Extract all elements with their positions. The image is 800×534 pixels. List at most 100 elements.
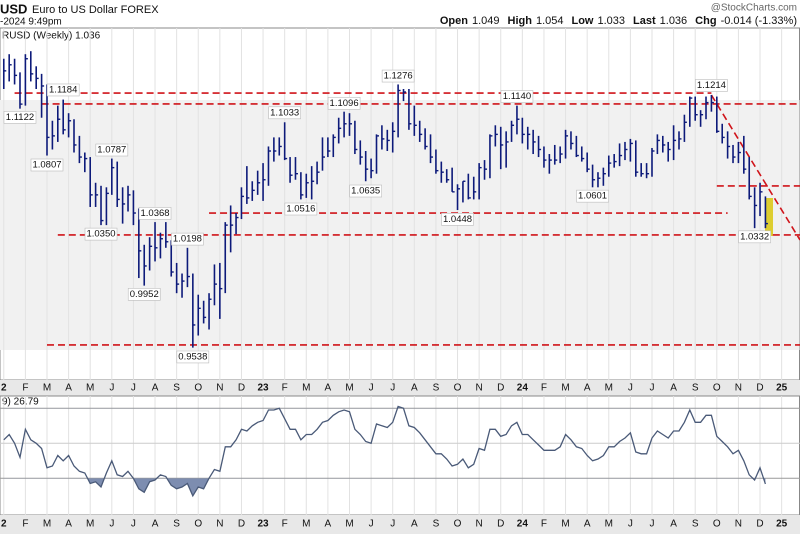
annotation-box [349, 184, 382, 198]
annotation: 1.1122 [6, 112, 34, 123]
rsi-line [3, 405, 767, 498]
annotation: 1.1140 [503, 91, 531, 102]
subtitle: Euro to US Dollar FOREX [32, 4, 159, 16]
x-tick-label: M [302, 519, 310, 530]
x-tick-label: 23 [258, 383, 270, 394]
annotation: 1.0350 [86, 229, 115, 240]
x-tick-label: A [411, 519, 418, 530]
annotation-box [284, 202, 318, 216]
annotation-box [576, 189, 609, 203]
source: @StockCharts.com [711, 3, 797, 14]
x-tick-label: 24 [517, 383, 529, 394]
annotation: 1.1033 [270, 107, 299, 118]
x-tick-label: M [345, 383, 353, 394]
x-tick-label: J [369, 519, 374, 530]
annotation: 0.9538 [178, 351, 207, 362]
x-tick-label: S [433, 383, 440, 394]
x-tick-label: J [628, 383, 633, 394]
quote-label: Chg [695, 15, 716, 27]
x-tick-label: M [605, 519, 613, 530]
panel-label: RUSD (Weekly) 1.036 [2, 31, 101, 42]
date: -2024 9:49pm [0, 17, 62, 28]
x-tick-label: M [345, 519, 353, 530]
x-tick-label: J [109, 383, 114, 394]
x-tick-label: D [756, 383, 763, 394]
x-tick-label: F [541, 383, 547, 394]
annotation: 1.1096 [330, 98, 359, 109]
x-tick-label: D [238, 383, 245, 394]
x-tick-label: J [628, 519, 633, 530]
x-tick-label: N [216, 383, 223, 394]
annotation-box [95, 143, 129, 157]
annotation-box [30, 158, 64, 172]
x-tick-label: S [692, 383, 699, 394]
x-tick-label: 2 [1, 519, 7, 530]
axis-strip [0, 380, 800, 396]
annotation: 1.1214 [697, 80, 726, 91]
x-tick-label: J [390, 383, 395, 394]
x-tick-label: O [454, 383, 462, 394]
annotation: 1.0198 [173, 234, 202, 245]
x-tick-label: J [369, 383, 374, 394]
annotation: 1.0448 [443, 214, 472, 225]
quote: Open 1.049 High 1.054 Low 1.033 Last 1.036 Chg -0… [440, 15, 797, 27]
x-tick-label: A [325, 383, 332, 394]
quote-label: High [508, 15, 533, 27]
quote-label: Last [633, 15, 656, 27]
annotation-box [84, 227, 118, 241]
x-tick-label: D [497, 383, 504, 394]
x-tick-label: F [282, 383, 288, 394]
rsi-panel [0, 395, 800, 516]
x-tick-label: D [756, 519, 763, 530]
x-tick-label: F [282, 519, 288, 530]
x-tick-label: O [194, 383, 202, 394]
annotation-box [176, 350, 210, 364]
x-tick-label: F [22, 519, 28, 530]
quote-label: Low [571, 15, 593, 27]
quote-value: 1.036 [660, 15, 688, 27]
x-tick-label: A [670, 383, 677, 394]
x-tick-label: A [584, 519, 591, 530]
x-tick-label: S [173, 519, 180, 530]
x-tick-label: M [561, 519, 569, 530]
x-tick-label: N [476, 519, 483, 530]
annotation-box [138, 207, 172, 220]
x-tick-label: M [561, 383, 569, 394]
annotation-box [441, 212, 474, 226]
x-tick-label: 2 [1, 383, 7, 394]
annotation-box [127, 288, 161, 301]
x-tick-label: S [173, 383, 180, 394]
x-tick-label: A [411, 383, 418, 394]
x-tick-label: J [649, 383, 654, 394]
x-tick-label: J [109, 519, 114, 530]
rsi-oversold [3, 478, 766, 496]
quote-label: Open [440, 15, 468, 27]
axis-strip [0, 515, 800, 534]
x-tick-label: N [735, 383, 742, 394]
x-tick-label: D [238, 519, 245, 530]
annotation: 0.9952 [130, 289, 159, 300]
annotation: 1.0807 [32, 160, 61, 171]
annotation-box [171, 232, 204, 246]
x-tick-label: N [735, 519, 742, 530]
annotation-box [381, 69, 415, 83]
title: USD [0, 1, 27, 16]
x-tick-label: F [541, 519, 547, 530]
x-tick-label: M [302, 383, 310, 394]
annotation: 1.0787 [97, 145, 126, 156]
x-tick-label: N [216, 519, 223, 530]
x-tick-label: 23 [258, 519, 270, 530]
quote-value: 1.049 [472, 15, 500, 27]
annotation-box [327, 96, 361, 110]
annotation-box [3, 111, 37, 124]
x-tick-label: A [65, 383, 72, 394]
x-tick-label: N [476, 383, 483, 394]
x-tick-label: O [713, 383, 721, 394]
annotation: 1.0516 [286, 204, 315, 215]
annotation-box [738, 230, 771, 244]
x-tick-label: J [131, 383, 136, 394]
annotation: 1.0601 [578, 191, 607, 202]
quote-value: -0.014 (-1.33%) [721, 15, 797, 27]
x-tick-label: A [325, 519, 332, 530]
